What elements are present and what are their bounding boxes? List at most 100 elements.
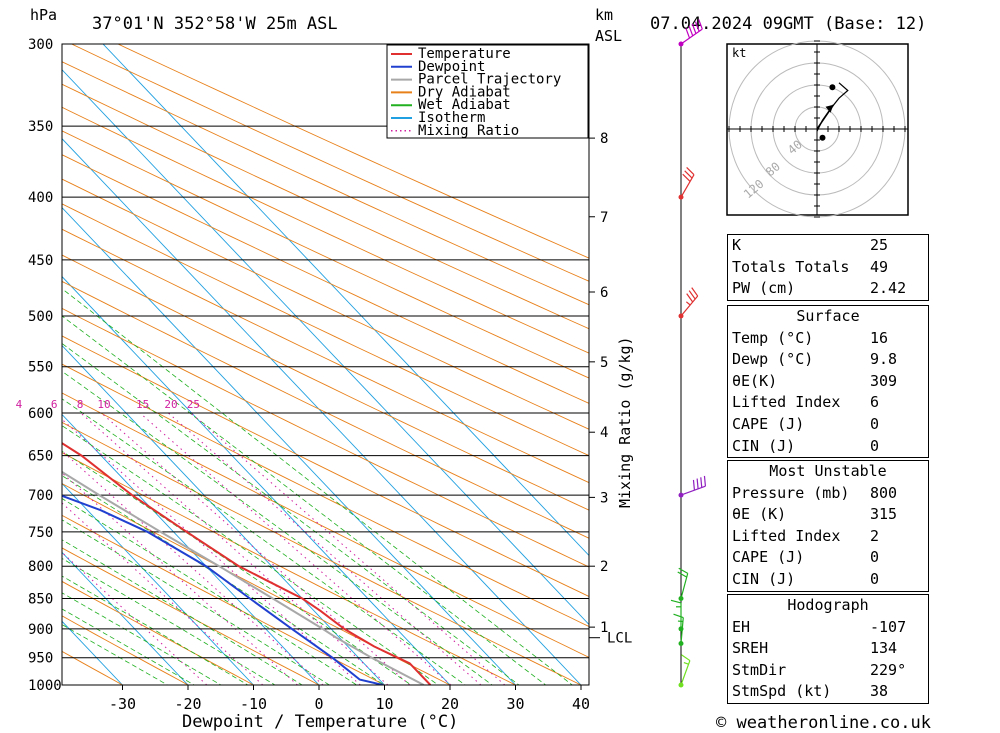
most-unstable-row-label: Lifted Index bbox=[732, 526, 841, 545]
km-tick-label: 4 bbox=[600, 425, 608, 441]
km-tick-label: 2 bbox=[600, 559, 608, 575]
datetime-label: 07.04.2024 09GMT (Base: 12) bbox=[650, 14, 926, 34]
mixing-ratio-axis-label: Mixing Ratio (g/kg) bbox=[616, 336, 634, 508]
isotherm-line bbox=[62, 620, 123, 685]
pressure-tick-label: 850 bbox=[28, 591, 53, 607]
pressure-tick-label: 800 bbox=[28, 559, 53, 575]
isotherm-line bbox=[62, 551, 189, 685]
x-tick-label: 40 bbox=[572, 695, 590, 713]
surface-row-value: 0 bbox=[870, 436, 880, 455]
x-tick-label: 10 bbox=[375, 695, 393, 713]
surface-row: CIN (J) 0 bbox=[728, 436, 928, 458]
legend-entry-label: Dry Adiabat bbox=[418, 84, 511, 100]
asl-label: ASL bbox=[595, 27, 622, 45]
wind-barb-feather bbox=[670, 599, 682, 604]
dry-adiabat-line bbox=[62, 335, 589, 597]
km-label: km bbox=[595, 6, 613, 24]
dry-adiabat-line bbox=[62, 514, 386, 685]
lcl-label: LCL bbox=[607, 631, 632, 647]
surface-row-label: CAPE (J) bbox=[732, 414, 805, 433]
hodograph-table-row-value: 38 bbox=[870, 682, 889, 701]
pressure-tick-label: 750 bbox=[28, 525, 53, 541]
wind-barb-feather bbox=[682, 173, 691, 182]
x-axis-label: Dewpoint / Temperature (°C) bbox=[182, 712, 458, 732]
isotherm-line bbox=[62, 482, 254, 685]
x-tick-label: 20 bbox=[441, 695, 459, 713]
dry-adiabat-line bbox=[62, 254, 589, 511]
wind-barb-feather bbox=[688, 290, 696, 300]
km-tick-label: 3 bbox=[600, 490, 608, 506]
pressure-unit-label: hPa bbox=[30, 6, 57, 24]
pressure-tick-label: 300 bbox=[28, 37, 53, 53]
x-tick-label: 30 bbox=[506, 695, 524, 713]
wind-barb-feather bbox=[673, 613, 684, 619]
most-unstable-row-label: θE (K) bbox=[732, 505, 787, 524]
pressure-tick-label: 450 bbox=[28, 253, 53, 269]
km-tick-label: 5 bbox=[600, 355, 608, 371]
dry-adiabat-line bbox=[116, 44, 589, 259]
most-unstable-row: Lifted Index 2 bbox=[728, 526, 928, 548]
indices-row-label: PW (cm) bbox=[732, 279, 796, 298]
surface-row-label: Lifted Index bbox=[732, 393, 841, 412]
surface-title: Surface bbox=[796, 307, 860, 325]
surface-row-value: 309 bbox=[870, 371, 898, 390]
surface-row: Dewp (°C) 9.8 bbox=[728, 349, 928, 371]
indices-row: Totals Totals 49 bbox=[728, 257, 928, 279]
hodograph-table-row-value: 134 bbox=[870, 639, 898, 658]
most-unstable-table: Most Unstable Pressure (mb) 800 θE (K) 315 L… bbox=[727, 460, 929, 592]
dry-adiabat-line bbox=[62, 452, 517, 685]
x-tick-label: -30 bbox=[109, 695, 136, 713]
dry-adiabat-line bbox=[62, 580, 255, 685]
wind-barb-feather bbox=[703, 475, 707, 487]
wind-barb-feather bbox=[686, 166, 695, 176]
isotherm-line bbox=[62, 413, 320, 685]
pressure-tick-label: 650 bbox=[28, 449, 53, 465]
wet-adiabat-line bbox=[62, 608, 195, 685]
isotherm-line bbox=[0, 0, 57, 685]
pressure-tick-label: 500 bbox=[28, 309, 53, 325]
wind-barb-feather bbox=[677, 571, 688, 578]
pressure-tick-label: 950 bbox=[28, 651, 53, 667]
surface-row: Lifted Index 6 bbox=[728, 392, 928, 414]
isotherm-line bbox=[102, 44, 589, 557]
dry-adiabat-line bbox=[62, 203, 589, 457]
wet-adiabat-line bbox=[62, 557, 276, 685]
mixing-ratio-label: 4 bbox=[16, 398, 23, 411]
most-unstable-row: CIN (J) 0 bbox=[728, 569, 928, 591]
legend-entry-label: Parcel Trajectory bbox=[418, 72, 561, 88]
km-tick-label: 1 bbox=[600, 620, 608, 636]
pressure-tick-label: 900 bbox=[28, 622, 53, 638]
hodograph-table-row-label: EH bbox=[732, 617, 751, 636]
wind-barb-half-feather bbox=[685, 301, 691, 306]
wind-barb-feather bbox=[698, 19, 703, 30]
dry-adiabat-line bbox=[62, 106, 589, 354]
surface-row: θE(K) 309 bbox=[728, 371, 928, 393]
surface-row: CAPE (J) 0 bbox=[728, 414, 928, 436]
pressure-tick-label: 400 bbox=[28, 190, 53, 206]
copyright-footer: © weatheronline.co.uk bbox=[716, 713, 931, 733]
km-tick-label: 8 bbox=[600, 131, 608, 147]
mixing-ratio-label: 15 bbox=[136, 398, 149, 411]
wind-barb-feather bbox=[694, 21, 700, 32]
wind-barb-feather bbox=[688, 25, 694, 37]
indices-row-value: 25 bbox=[870, 236, 889, 254]
surface-row-value: 9.8 bbox=[870, 350, 898, 369]
wind-barb-feather bbox=[700, 477, 703, 488]
most-unstable-row-label: CIN (J) bbox=[732, 569, 796, 588]
km-tick-label: 7 bbox=[600, 210, 608, 226]
wet-adiabat-line bbox=[62, 519, 331, 685]
wet-adiabat-line bbox=[62, 498, 358, 685]
indices-row-value: 2.42 bbox=[870, 279, 907, 298]
most-unstable-row-value: 0 bbox=[870, 548, 880, 567]
hodograph-unit-label: kt bbox=[732, 46, 746, 60]
wet-adiabat-line bbox=[62, 475, 385, 685]
dewpoint-profile-line bbox=[62, 494, 384, 685]
wind-barb-staff bbox=[680, 28, 703, 45]
legend-entry-label: Temperature bbox=[418, 46, 511, 62]
wind-barb-feather bbox=[691, 287, 699, 297]
storm-motion-arrowhead bbox=[825, 104, 834, 113]
surface-row-label: θE(K) bbox=[732, 371, 778, 390]
